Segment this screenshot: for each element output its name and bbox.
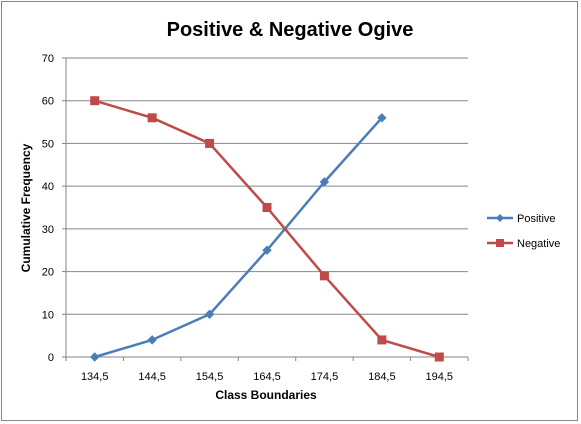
x-tick-label: 134,5: [81, 371, 109, 383]
x-tick-label: 174,5: [311, 371, 339, 383]
y-tick-label: 60: [42, 96, 54, 108]
x-tick-label: 144,5: [138, 371, 166, 383]
y-tick-label: 30: [42, 224, 54, 236]
data-point: [262, 203, 272, 212]
series-negative: [90, 96, 444, 362]
data-point: [319, 177, 330, 187]
data-point: [377, 335, 387, 345]
axes: [62, 57, 469, 361]
y-tick-label: 0: [48, 352, 54, 364]
x-tick-label: 164,5: [253, 371, 281, 383]
x-tick-label: 194,5: [426, 371, 454, 383]
data-point: [205, 138, 215, 148]
y-tick-label: 10: [42, 309, 54, 321]
legend-marker: [496, 214, 504, 222]
series-line: [94, 116, 383, 359]
data-point: [319, 271, 329, 281]
y-axis-title: Cumulative Frequency: [19, 143, 33, 272]
y-tick-label: 40: [42, 181, 54, 193]
legend: Positive Negative: [487, 213, 560, 250]
data-point: [377, 113, 387, 123]
legend-marker: [496, 239, 504, 247]
data-point: [147, 335, 157, 345]
x-tick-label: 184,5: [368, 371, 396, 383]
legend-entry: Negative: [487, 238, 560, 250]
y-tick-labels: 0 10 20 30 40 50 60 70: [42, 53, 54, 364]
legend-label: Negative: [517, 238, 560, 250]
y-tick-label: 70: [42, 53, 54, 65]
x-tick-labels: 134,5 144,5 154,5 164,5 174,5 184,5 194,5: [81, 371, 453, 383]
data-point: [204, 309, 215, 319]
legend-label: Positive: [517, 213, 556, 225]
series: [90, 96, 444, 362]
data-point: [90, 352, 100, 362]
gridlines: [66, 57, 468, 315]
data-point: [90, 96, 100, 106]
y-tick-label: 20: [42, 267, 54, 279]
x-tick-label: 154,5: [196, 371, 224, 383]
data-point: [147, 113, 157, 123]
y-tick-label: 50: [42, 138, 54, 150]
data-point: [262, 245, 272, 255]
data-point: [434, 352, 444, 362]
x-axis-title: Class Boundaries: [215, 388, 317, 402]
series-positive: [90, 113, 387, 362]
legend-entry: Positive: [487, 213, 556, 225]
chart-title: Positive & Negative Ogive: [167, 19, 414, 41]
